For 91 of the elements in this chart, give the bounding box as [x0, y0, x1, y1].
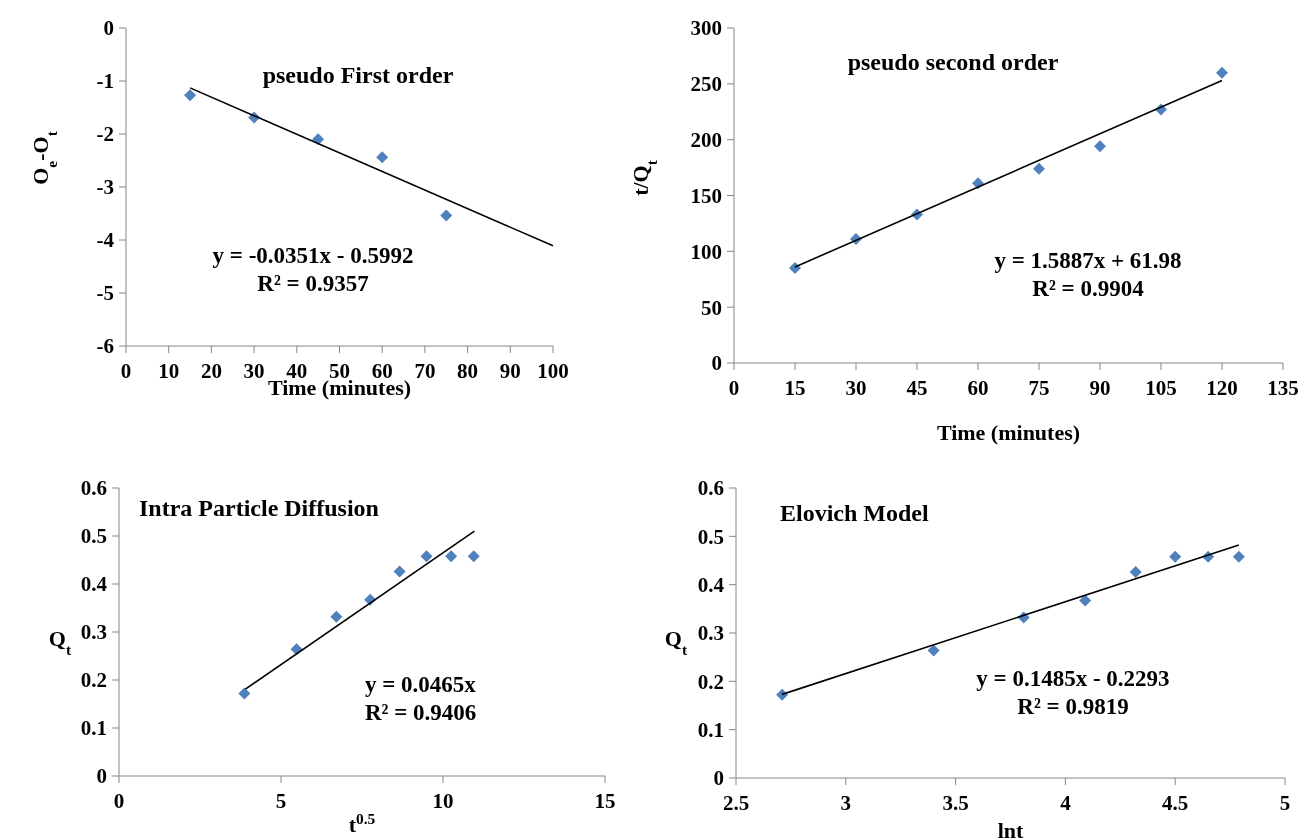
point [1079, 594, 1092, 607]
chart-title: Intra Particle Diffusion [139, 495, 379, 521]
y-tick-label: 50 [701, 295, 722, 320]
x-tick-label: 15 [784, 376, 806, 400]
y-tick-label: 0.4 [697, 573, 725, 598]
y-tick-label: 100 [690, 239, 722, 264]
x-tick-label: 30 [845, 376, 867, 400]
point [238, 687, 251, 700]
y-tick-label: 0.5 [80, 524, 107, 549]
point [1232, 550, 1245, 563]
y-tick-label: -2 [96, 122, 114, 147]
annotation: R² = 0.9357 [257, 271, 369, 296]
x-tick-label: 80 [457, 359, 479, 383]
x-tick-label: 90 [1089, 376, 1111, 400]
point [440, 209, 453, 222]
x-tick-label: 60 [967, 376, 989, 400]
annotation: R² = 0.9819 [1017, 694, 1129, 719]
x-tick-label: 135 [1267, 376, 1299, 400]
point [1216, 66, 1228, 79]
x-axis-title: lnt [997, 818, 1024, 839]
y-tick-label: 0.6 [697, 476, 724, 501]
point [789, 262, 801, 275]
x-tick-label: 10 [432, 789, 454, 813]
y-tick-label: -3 [96, 175, 114, 200]
x-tick-label: 70 [414, 359, 436, 383]
y-tick-label: -5 [96, 281, 114, 306]
point [1094, 140, 1106, 153]
annotation: R² = 0.9406 [365, 700, 477, 725]
y-tick-label: 300 [690, 16, 722, 41]
y-tick-label: -6 [96, 334, 114, 359]
x-tick-label: 10 [158, 359, 180, 383]
text: pseudo First order [262, 62, 454, 88]
y-tick-label: 0 [96, 764, 107, 789]
y-tick-label: 0.1 [697, 718, 724, 743]
x-tick-label: 2.5 [722, 791, 750, 815]
y-tick-label: -1 [96, 69, 114, 94]
point [1033, 162, 1045, 175]
y-tick-label: 0 [713, 766, 724, 791]
y-tick-label: 0 [103, 16, 114, 41]
x-tick-label: 3 [840, 791, 852, 815]
text: Elovich Model [780, 500, 929, 526]
y-tick-label: 0.5 [697, 524, 724, 549]
y-tick-label: 250 [690, 72, 722, 97]
x-tick-label: 4.5 [1162, 791, 1189, 815]
x-tick-label: 20 [200, 359, 222, 383]
annotation: y = -0.0351x - 0.5992 [212, 243, 414, 268]
y-tick-label: -4 [96, 228, 115, 253]
x-tick-label: 120 [1206, 376, 1238, 400]
y-tick-label: 200 [690, 128, 722, 153]
point [393, 565, 406, 578]
y-tick-label: 0.1 [80, 716, 107, 741]
x-tick-label: 50 [329, 359, 350, 383]
x-tick-label: 30 [243, 359, 265, 383]
x-tick-label: 90 [499, 359, 521, 383]
x-tick-label: 4 [1060, 791, 1072, 815]
x-tick-label: 45 [906, 376, 928, 400]
x-axis-title: t$^{0.5}$ [348, 809, 376, 837]
x-tick-label: 60 [371, 359, 393, 383]
x-tick-label: 75 [1028, 376, 1050, 400]
x-axis-title: Time (minutes) [936, 420, 1081, 445]
y-axis-title: Q$_{t}$ [48, 626, 72, 658]
point [467, 550, 480, 563]
y-tick-label: 0.2 [697, 669, 724, 694]
x-tick-label: 0 [120, 359, 132, 383]
annotation: y = 0.0465x [365, 672, 477, 697]
y-tick-label: 0.6 [80, 476, 107, 501]
point [445, 550, 458, 563]
point [330, 610, 343, 623]
y-tick-label: 0.3 [697, 621, 724, 646]
y-tick-label: 0.2 [80, 668, 107, 693]
x-tick-label: 105 [1145, 376, 1177, 400]
point [184, 89, 197, 102]
x-tick-label: 5 [1279, 791, 1291, 815]
point [1129, 566, 1142, 579]
x-tick-label: 3.5 [942, 791, 969, 815]
text: pseudo second order [847, 49, 1059, 75]
point [927, 644, 940, 657]
y-tick-label: 0.3 [80, 620, 107, 645]
y-tick-label: 150 [690, 183, 722, 208]
y-axis-title: Q$_{t}$ [664, 626, 688, 658]
annotation: R² = 0.9904 [1032, 276, 1145, 301]
x-tick-label: 5 [275, 789, 287, 813]
x-tick-label: 100 [537, 359, 569, 383]
annotation: y = 1.5887x + 61.98 [994, 248, 1182, 273]
point [420, 550, 433, 563]
x-tick-label: 15 [594, 789, 616, 813]
annotation: y = 0.1485x - 0.2293 [976, 666, 1170, 691]
point [376, 151, 389, 164]
y-tick-label: 0.4 [80, 572, 108, 597]
x-tick-label: 0 [728, 376, 740, 400]
point [1169, 550, 1182, 563]
